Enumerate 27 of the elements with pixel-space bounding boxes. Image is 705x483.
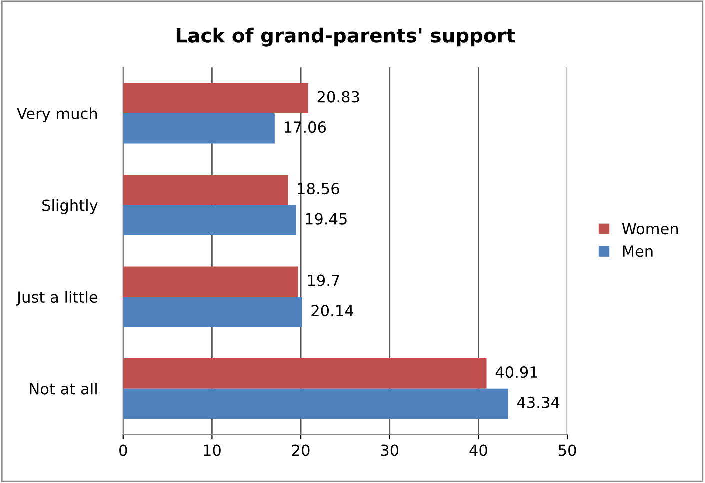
chart-title: Lack of grand-parents' support — [176, 28, 516, 47]
y-tick-label: Not at all — [30, 383, 97, 395]
data-label: 20.83 — [318, 91, 360, 103]
x-tick-label: 20 — [292, 444, 310, 456]
legend-label: Men — [623, 246, 653, 258]
bar — [123, 83, 308, 114]
bar — [123, 174, 288, 206]
data-label: 43.34 — [517, 396, 560, 408]
x-tick-label: 10 — [204, 444, 221, 456]
bar — [123, 388, 508, 420]
data-label: 20.14 — [312, 305, 354, 317]
bar — [123, 297, 302, 328]
bar — [123, 266, 298, 298]
y-tick-label: Slightly — [42, 199, 98, 214]
y-tick-label: Just a little — [16, 291, 98, 306]
data-label: 19.45 — [306, 213, 347, 225]
x-tick-label: 0 — [120, 444, 128, 456]
legend-label: Women — [622, 223, 678, 235]
x-tick-label: 30 — [381, 444, 399, 456]
bar — [123, 358, 487, 389]
bar — [123, 114, 275, 144]
data-label: 40.91 — [496, 366, 538, 378]
y-tick-label: Very much — [17, 108, 98, 122]
x-tick-label: 50 — [558, 444, 576, 456]
data-label: 19.7 — [308, 274, 340, 286]
bar — [123, 205, 296, 236]
x-tick-label: 40 — [470, 444, 488, 456]
